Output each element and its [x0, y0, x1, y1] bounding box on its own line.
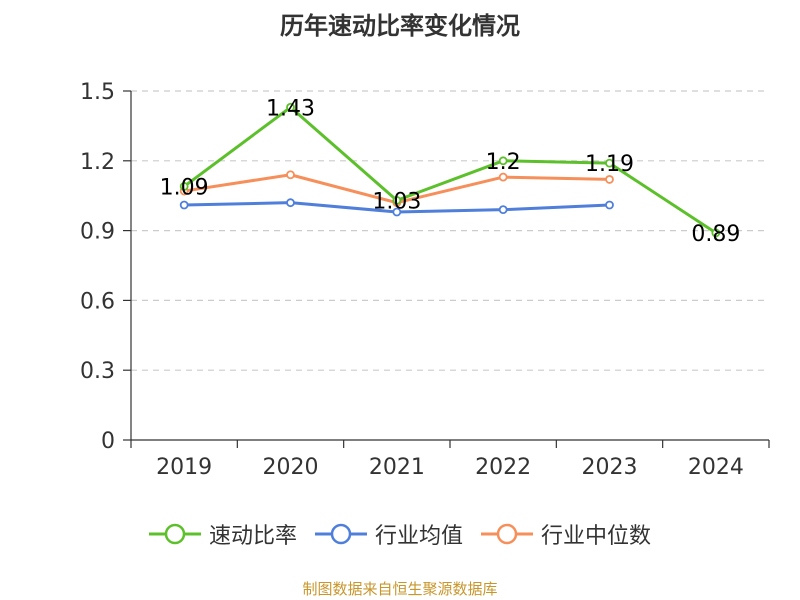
x-tick-label: 2019 [156, 455, 212, 480]
data-point [498, 156, 508, 166]
data-point [498, 172, 508, 182]
data-label: 1.2 [486, 150, 521, 175]
y-tick-label: 0 [101, 429, 115, 454]
x-tick-label: 2021 [369, 455, 425, 480]
legend-label-industry-mean: 行业均值 [374, 524, 463, 549]
y-tick-label: 0.6 [80, 289, 115, 314]
chart-title: 历年速动比率变化情况 [280, 12, 520, 40]
legend-item-quick-ratio[interactable]: 速动比率 [148, 518, 297, 550]
data-point [286, 198, 295, 208]
y-tick-label: 0.9 [80, 220, 115, 245]
x-tick-label: 2022 [475, 455, 531, 480]
legend: 速动比率 行业均值 行业中位数 [0, 518, 800, 550]
data-point [286, 102, 295, 112]
legend-swatch-industry-median [481, 523, 533, 545]
legend-label-quick-ratio: 速动比率 [208, 524, 297, 549]
y-tick-label: 1.2 [80, 150, 115, 175]
data-source-note: 制图数据来自恒生聚源数据库 [302, 580, 498, 598]
data-label: 0.89 [691, 222, 740, 247]
data-point [286, 170, 295, 180]
data-point [179, 181, 189, 191]
data-label: 1.19 [585, 152, 634, 177]
data-point [605, 158, 614, 168]
y-tick-label: 1.5 [80, 80, 115, 105]
data-label: 1.43 [266, 96, 315, 121]
data-label: 1.09 [160, 175, 209, 200]
legend-item-industry-median[interactable]: 行业中位数 [481, 518, 651, 550]
data-point [392, 207, 402, 217]
series-line [183, 105, 717, 235]
data-point [392, 195, 402, 205]
data-label: 1.03 [372, 189, 421, 214]
x-tick-label: 2020 [263, 455, 319, 480]
data-point [711, 228, 721, 238]
legend-swatch-quick-ratio [148, 523, 201, 545]
data-point [605, 200, 614, 210]
x-tick-label: 2024 [688, 455, 744, 480]
data-point [498, 205, 508, 215]
x-tick-label: 2023 [582, 455, 638, 480]
legend-label-industry-median: 行业中位数 [541, 524, 652, 549]
data-point [179, 200, 189, 210]
legend-item-industry-mean[interactable]: 行业均值 [314, 518, 463, 550]
data-point [605, 175, 614, 184]
y-tick-label: 0.3 [80, 359, 115, 384]
legend-swatch-industry-mean [314, 523, 367, 545]
